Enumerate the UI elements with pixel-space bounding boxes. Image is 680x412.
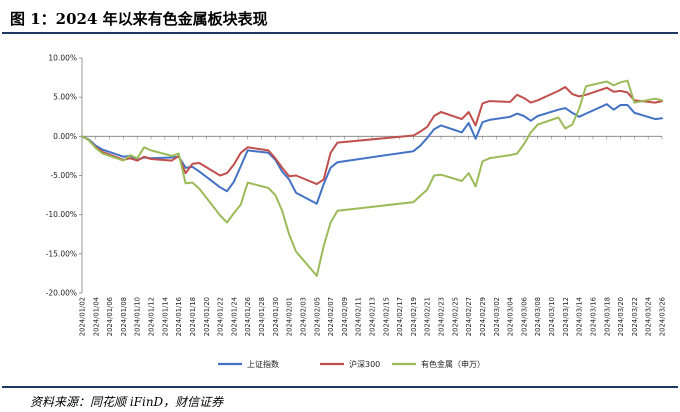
legend-label-2: 有色金属（申万） (421, 359, 485, 369)
x-tick-label: 2024/02/29 (479, 297, 487, 336)
y-tick-label: -20.00% (46, 289, 77, 298)
x-tick-label: 2024/02/15 (382, 297, 390, 336)
x-tick-label: 2024/01/06 (106, 297, 114, 336)
y-tick-label: 0.00% (53, 132, 77, 141)
x-tick-label: 2024/02/17 (396, 297, 404, 336)
line-chart: 10.00% 5.00% 0.00% -5.00% -10.00% -15.00% -20.… (46, 54, 667, 370)
x-tick-label: 2024/03/24 (645, 297, 653, 336)
x-tick-label: 2024/02/23 (438, 297, 446, 336)
y-tick-label: 10.00% (48, 54, 77, 63)
x-tick-label: 2024/02/19 (410, 297, 418, 336)
y-tick-label: -10.00% (46, 210, 77, 219)
x-tick-label: 2024/03/04 (507, 297, 515, 336)
y-tick-label: -15.00% (46, 249, 77, 258)
x-tick-label: 2024/03/08 (534, 297, 542, 336)
x-tick-label: 2024/02/11 (355, 297, 363, 336)
x-tick-label: 2024/03/22 (631, 297, 639, 336)
x-tick-label: 2024/01/26 (244, 297, 252, 336)
x-tick-label: 2024/02/05 (313, 297, 321, 336)
x-tick-label: 2024/03/10 (548, 297, 556, 336)
x-tick-label: 2024/03/20 (617, 297, 625, 336)
x-tick-label: 2024/01/24 (230, 297, 238, 336)
x-tick-label: 2024/01/10 (134, 297, 142, 336)
source-bar: 资料来源：同花顺 iFinD，财信证券 (2, 386, 678, 412)
x-tick-label: 2024/03/26 (659, 297, 667, 336)
source-note: 资料来源：同花顺 iFinD，财信证券 (30, 395, 224, 409)
x-tick-label: 2024/01/14 (161, 297, 169, 336)
x-tick-label: 2024/03/02 (493, 297, 501, 336)
x-tick-label: 2024/01/18 (189, 297, 197, 336)
x-tick-label: 2024/02/03 (299, 297, 307, 336)
x-tick-label: 2024/03/16 (589, 297, 597, 336)
y-tick-label: 5.00% (53, 93, 77, 102)
series-line-1 (81, 86, 663, 186)
x-tick-label: 2024/03/12 (562, 297, 570, 336)
x-tick-label: 2024/01/08 (120, 297, 128, 336)
chart-container: 10.00% 5.00% 0.00% -5.00% -10.00% -15.00% -20.… (0, 38, 680, 378)
x-tick-label: 2024/02/13 (369, 297, 377, 336)
x-tick-label: 2024/01/20 (203, 297, 211, 336)
x-tick-label: 2024/01/04 (92, 297, 100, 336)
chart-axes: 10.00% 5.00% 0.00% -5.00% -10.00% -15.00% -20.… (46, 54, 667, 337)
x-tick-label: 2024/02/01 (286, 297, 294, 336)
x-tick-label: 2024/02/09 (341, 297, 349, 336)
x-tick-label: 2024/01/28 (258, 297, 266, 336)
legend-label-0: 上证指数 (247, 359, 279, 369)
x-tick-label: 2024/03/14 (576, 297, 584, 336)
chart-series (81, 79, 663, 277)
series-line-2 (81, 79, 663, 277)
series-line-0 (81, 103, 663, 205)
legend-label-1: 沪深300 (349, 359, 380, 369)
x-tick-label: 2024/03/06 (520, 297, 528, 336)
y-tick-label: -5.00% (50, 171, 77, 180)
x-tick-label: 2024/02/25 (451, 297, 459, 336)
x-tick-label: 2024/02/27 (465, 297, 473, 336)
figure-title: 图 1：2024 年以来有色金属板块表现 (10, 10, 268, 28)
x-tick-label: 2024/01/12 (148, 297, 156, 336)
x-tick-label: 2024/01/16 (175, 297, 183, 336)
figure-title-bar: 图 1：2024 年以来有色金属板块表现 (2, 2, 678, 34)
x-tick-label: 2024/02/21 (424, 297, 432, 336)
x-tick-label: 2024/01/30 (272, 297, 280, 336)
x-tick-label: 2024/03/18 (603, 297, 611, 336)
x-tick-label: 2024/01/02 (79, 297, 87, 336)
x-tick-label: 2024/02/07 (327, 297, 335, 336)
chart-legend: 上证指数 沪深300 有色金属（申万） (218, 359, 485, 369)
x-tick-label: 2024/01/22 (217, 297, 225, 336)
